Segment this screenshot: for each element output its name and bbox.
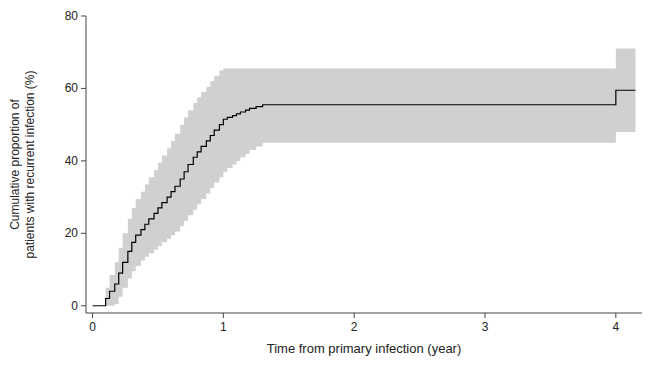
y-tick-label: 80 [65,9,79,23]
y-tick [81,160,86,161]
plot-area [93,49,636,306]
step-line [93,90,636,306]
x-axis-label: Time from primary infection (year) [267,341,462,356]
x-tick [615,313,616,318]
y-tick-label: 0 [71,299,78,313]
x-tick-label: 4 [612,320,619,334]
x-tick [223,313,224,318]
x-tick [92,313,93,318]
x-tick-label: 1 [220,320,227,334]
y-axis-label-line: Cumulative proportion of [8,98,22,229]
y-tick-label: 20 [65,226,79,240]
chart: 01234020406080Time from primary infectio… [0,0,664,365]
x-tick [354,313,355,318]
y-axis-label-line: patients with recurrent infection (%) [23,70,37,258]
x-axis-line [86,313,642,314]
y-axis-label: Cumulative proportion ofpatients with re… [8,70,37,258]
y-tick-label: 60 [65,81,79,95]
y-tick [81,233,86,234]
axes: 01234020406080 [65,9,642,334]
x-tick-label: 0 [89,320,96,334]
y-tick [81,88,86,89]
x-tick-label: 3 [482,320,489,334]
y-axis-line [86,16,87,313]
x-tick-label: 2 [351,320,358,334]
x-tick [485,313,486,318]
y-tick-label: 40 [65,154,79,168]
confidence-band [93,49,636,306]
y-tick [81,305,86,306]
y-tick [81,16,86,17]
